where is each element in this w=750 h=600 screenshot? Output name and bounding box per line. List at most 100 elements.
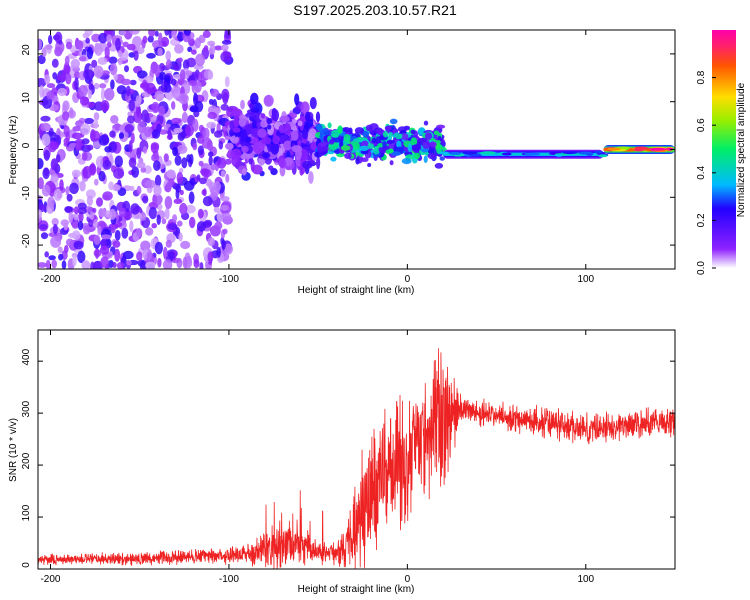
spectral-blob — [367, 163, 372, 167]
spectral-blob — [251, 119, 258, 131]
spectral-blob — [427, 152, 436, 160]
spectral-blob — [401, 158, 412, 165]
spectral-blob — [388, 131, 394, 138]
spectral-blob — [245, 136, 252, 143]
spectral-blob — [343, 133, 351, 143]
spectral-blob — [224, 76, 230, 88]
spectral-blob — [271, 113, 277, 121]
spectral-blob — [344, 152, 352, 159]
spectral-blob — [44, 251, 49, 258]
spectral-blob — [101, 70, 111, 76]
spectral-blob — [207, 251, 214, 263]
spectral-blob — [203, 127, 210, 140]
spectral-blob — [62, 100, 70, 112]
spectral-blob — [218, 140, 224, 150]
spectral-blob — [177, 31, 185, 42]
spectral-blob — [57, 246, 63, 254]
spectral-blob — [146, 52, 156, 59]
spectral-blob — [113, 168, 125, 179]
spectral-blob — [436, 124, 446, 129]
spectral-blob — [164, 30, 170, 36]
spectral-blob — [109, 62, 118, 76]
spectral-blob — [84, 117, 94, 125]
spectral-blob — [167, 223, 178, 231]
spectral-blob — [48, 255, 56, 261]
spectral-blob — [316, 156, 321, 170]
spectral-blob — [175, 188, 180, 200]
spectral-blob — [250, 92, 259, 105]
colorbar-label: Normalized spectral amplitude — [736, 82, 747, 217]
y-tick-label: 100 — [21, 504, 32, 521]
spectral-blob — [267, 124, 272, 130]
spectral-blob — [79, 96, 90, 106]
spectral-blob — [136, 185, 142, 195]
spectral-blob — [136, 105, 141, 115]
spectral-blob — [213, 206, 220, 213]
spectral-blob — [196, 221, 206, 232]
spectral-blob — [238, 114, 247, 127]
spectral-blob — [172, 146, 179, 157]
x-tick-label: 0 — [405, 574, 411, 585]
spectral-blob — [79, 180, 86, 192]
tone-texture — [562, 151, 578, 155]
spectral-blob — [181, 157, 188, 169]
spectral-blob — [44, 44, 53, 50]
spectral-blob — [61, 69, 66, 80]
spectral-blob — [179, 189, 184, 196]
spectral-blob — [315, 123, 323, 131]
spectral-blob — [191, 49, 197, 55]
colorbar: 0.0 0.2 0.4 0.6 0.8 Normalized spectral ampl… — [696, 30, 747, 275]
spectral-blob — [58, 253, 64, 261]
spectral-blob — [391, 151, 401, 156]
spectral-blob — [93, 65, 104, 78]
spectral-blob — [178, 93, 189, 105]
spectral-blob — [94, 178, 99, 186]
x-tick-label: 0 — [405, 274, 411, 285]
spectral-blob — [371, 137, 377, 143]
x-tick-label: 100 — [577, 574, 594, 585]
spectral-blob — [114, 229, 121, 241]
spectral-blob — [220, 103, 229, 111]
spectral-blob — [162, 259, 173, 269]
spectral-blob — [173, 63, 179, 71]
spectral-blob — [157, 47, 163, 57]
spectral-blob — [110, 223, 116, 234]
spectral-blob — [44, 74, 51, 85]
spectral-blob — [151, 101, 160, 114]
spectral-blob — [240, 130, 246, 143]
colorbar-gradient — [712, 30, 736, 268]
spectral-blob — [163, 83, 172, 93]
y-tick-label: 10 — [21, 92, 32, 104]
tone-texture — [598, 154, 608, 158]
spectral-blob — [250, 107, 260, 113]
spectral-blob — [407, 143, 413, 153]
spectral-blob — [353, 141, 360, 151]
y-tick-label: 300 — [21, 400, 32, 417]
spectral-blob — [180, 202, 187, 215]
spectral-blob — [433, 130, 439, 135]
spectral-blob — [225, 173, 230, 183]
spectral-blob — [40, 115, 51, 122]
spectral-blob — [100, 234, 112, 240]
spectral-blob — [305, 111, 311, 123]
spectral-blob — [166, 90, 173, 101]
spectral-blob — [118, 132, 125, 140]
spectral-blob — [126, 115, 135, 124]
spectral-blob — [109, 208, 116, 220]
spectral-blob — [154, 241, 163, 255]
spectral-blob — [196, 174, 201, 181]
spectral-blob — [410, 137, 418, 146]
spectral-blob — [108, 181, 114, 191]
spectral-blob — [154, 64, 161, 77]
spectral-blob — [116, 262, 125, 269]
colorbar-tick-label: 0.2 — [696, 213, 707, 227]
spectral-blob — [71, 169, 81, 178]
spectral-blob — [102, 191, 113, 201]
spectral-blob — [179, 69, 186, 82]
spectral-blob — [136, 161, 146, 169]
spectral-blob — [38, 262, 48, 268]
spectral-blob — [86, 144, 94, 151]
spectral-blob — [122, 41, 129, 48]
spectral-blob — [202, 196, 213, 207]
